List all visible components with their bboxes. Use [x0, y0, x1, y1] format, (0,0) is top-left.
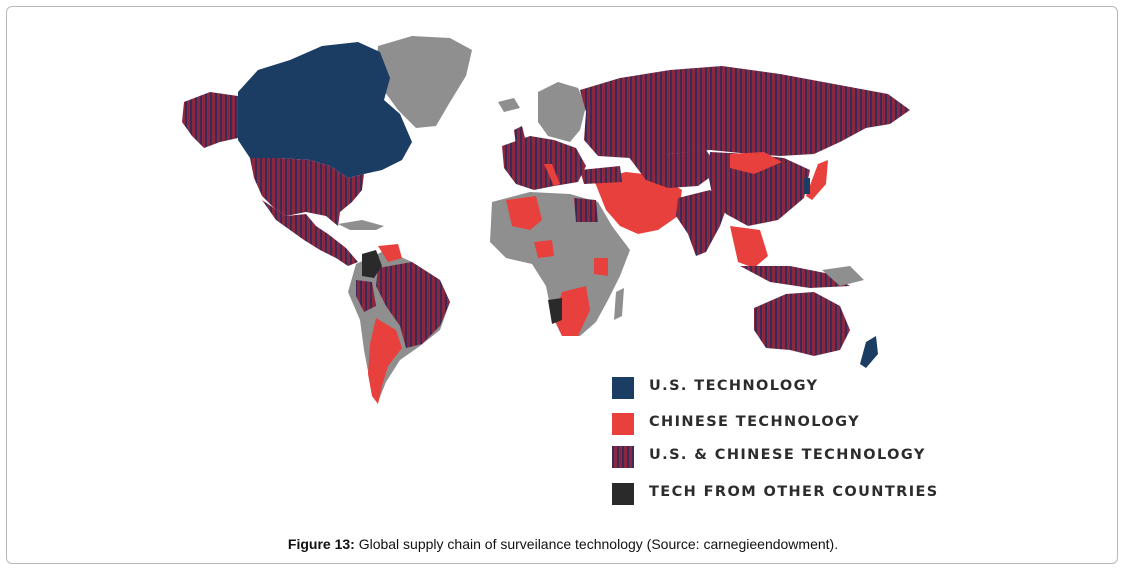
legend-swatch-other [612, 483, 634, 505]
australia [754, 292, 850, 356]
canada [238, 42, 412, 178]
caption-label: Figure 13: [287, 536, 355, 552]
china [708, 152, 810, 226]
greenland [376, 36, 472, 128]
india [676, 190, 728, 256]
figure-caption: Figure 13: Global supply chain of survei… [0, 536, 1126, 552]
madagascar [614, 288, 624, 320]
kenya [594, 258, 608, 276]
new-zealand [860, 336, 878, 368]
new-guinea [822, 266, 864, 286]
japan [806, 160, 828, 200]
uk [514, 126, 526, 146]
southern-africa [554, 286, 590, 336]
legend-label-chinese: CHINESE TECHNOLOGY [649, 414, 860, 430]
usa [250, 158, 364, 226]
brazil [376, 262, 450, 348]
caption-text: Global supply chain of surveilance techn… [354, 536, 839, 552]
namibia [548, 298, 562, 324]
turkey [580, 166, 622, 184]
europe [502, 136, 586, 190]
legend-label-us: U.S. TECHNOLOGY [649, 378, 819, 394]
venezuela [378, 244, 402, 262]
legend-swatch-chinese [612, 413, 634, 435]
iceland [498, 98, 520, 112]
peru [356, 280, 376, 312]
legend-swatch-both [612, 446, 634, 468]
central-asia [628, 150, 720, 188]
colombia [362, 250, 382, 278]
indonesia [740, 266, 850, 288]
europe-grey [538, 82, 586, 142]
argentina-chile [368, 318, 402, 404]
alaska [182, 92, 238, 148]
nigeria [534, 240, 554, 258]
italy [544, 164, 560, 186]
southeast-asia [730, 226, 768, 268]
mongolia [730, 152, 782, 174]
russia [580, 66, 910, 158]
egypt [574, 198, 598, 222]
legend-label-other: TECH FROM OTHER COUNTRIES [649, 484, 939, 500]
middle-east [594, 172, 682, 234]
legend-swatch-us [612, 377, 634, 399]
korea [804, 178, 810, 194]
legend-label-both: U.S. & CHINESE TECHNOLOGY [649, 447, 926, 463]
mexico [262, 200, 358, 266]
caribbean [338, 220, 384, 230]
world-map [182, 36, 910, 404]
algeria [506, 196, 542, 230]
